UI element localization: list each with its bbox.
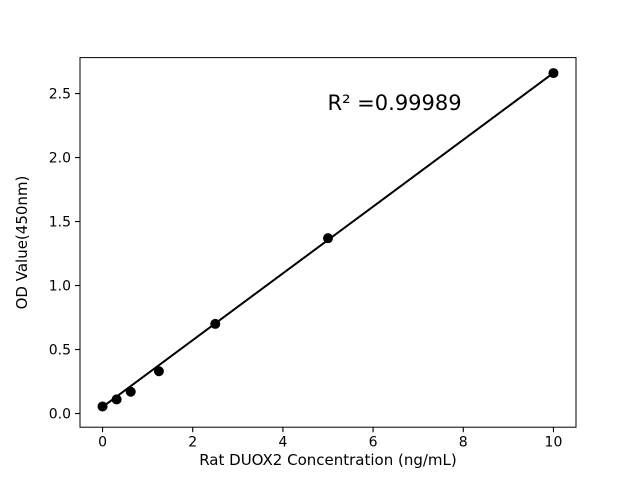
y-tick-label: 1.0 — [49, 279, 71, 295]
data-point — [125, 386, 136, 397]
x-axis-label: Rat DUOX2 Concentration (ng/mL) — [199, 451, 457, 469]
y-tick-label: 0.5 — [49, 343, 71, 359]
data-point — [210, 318, 221, 329]
data-point — [548, 68, 559, 79]
data-point — [111, 394, 122, 405]
x-tick-label: 10 — [545, 435, 563, 451]
r-squared-annotation: R² =0.99989 — [328, 91, 462, 115]
x-tick-label: 2 — [188, 435, 197, 451]
y-tick-label: 2.0 — [49, 151, 71, 167]
x-tick-label: 0 — [98, 435, 107, 451]
y-axis-label: OD Value(450nm) — [13, 176, 31, 310]
axes-spines — [79, 57, 577, 428]
x-tick-label: 8 — [459, 435, 468, 451]
x-tick-label: 4 — [278, 435, 287, 451]
plot-area: 0 2 4 6 8 10 0.0 0.5 1.0 1.5 2.0 2.5 — [49, 57, 577, 451]
x-tick-label: 6 — [369, 435, 378, 451]
y-tick-label: 1.5 — [49, 215, 71, 231]
data-point — [323, 233, 333, 244]
y-tick-label: 0.0 — [49, 407, 71, 423]
data-point — [153, 366, 164, 377]
y-tick-label: 2.5 — [49, 87, 71, 103]
data-point — [97, 401, 108, 412]
